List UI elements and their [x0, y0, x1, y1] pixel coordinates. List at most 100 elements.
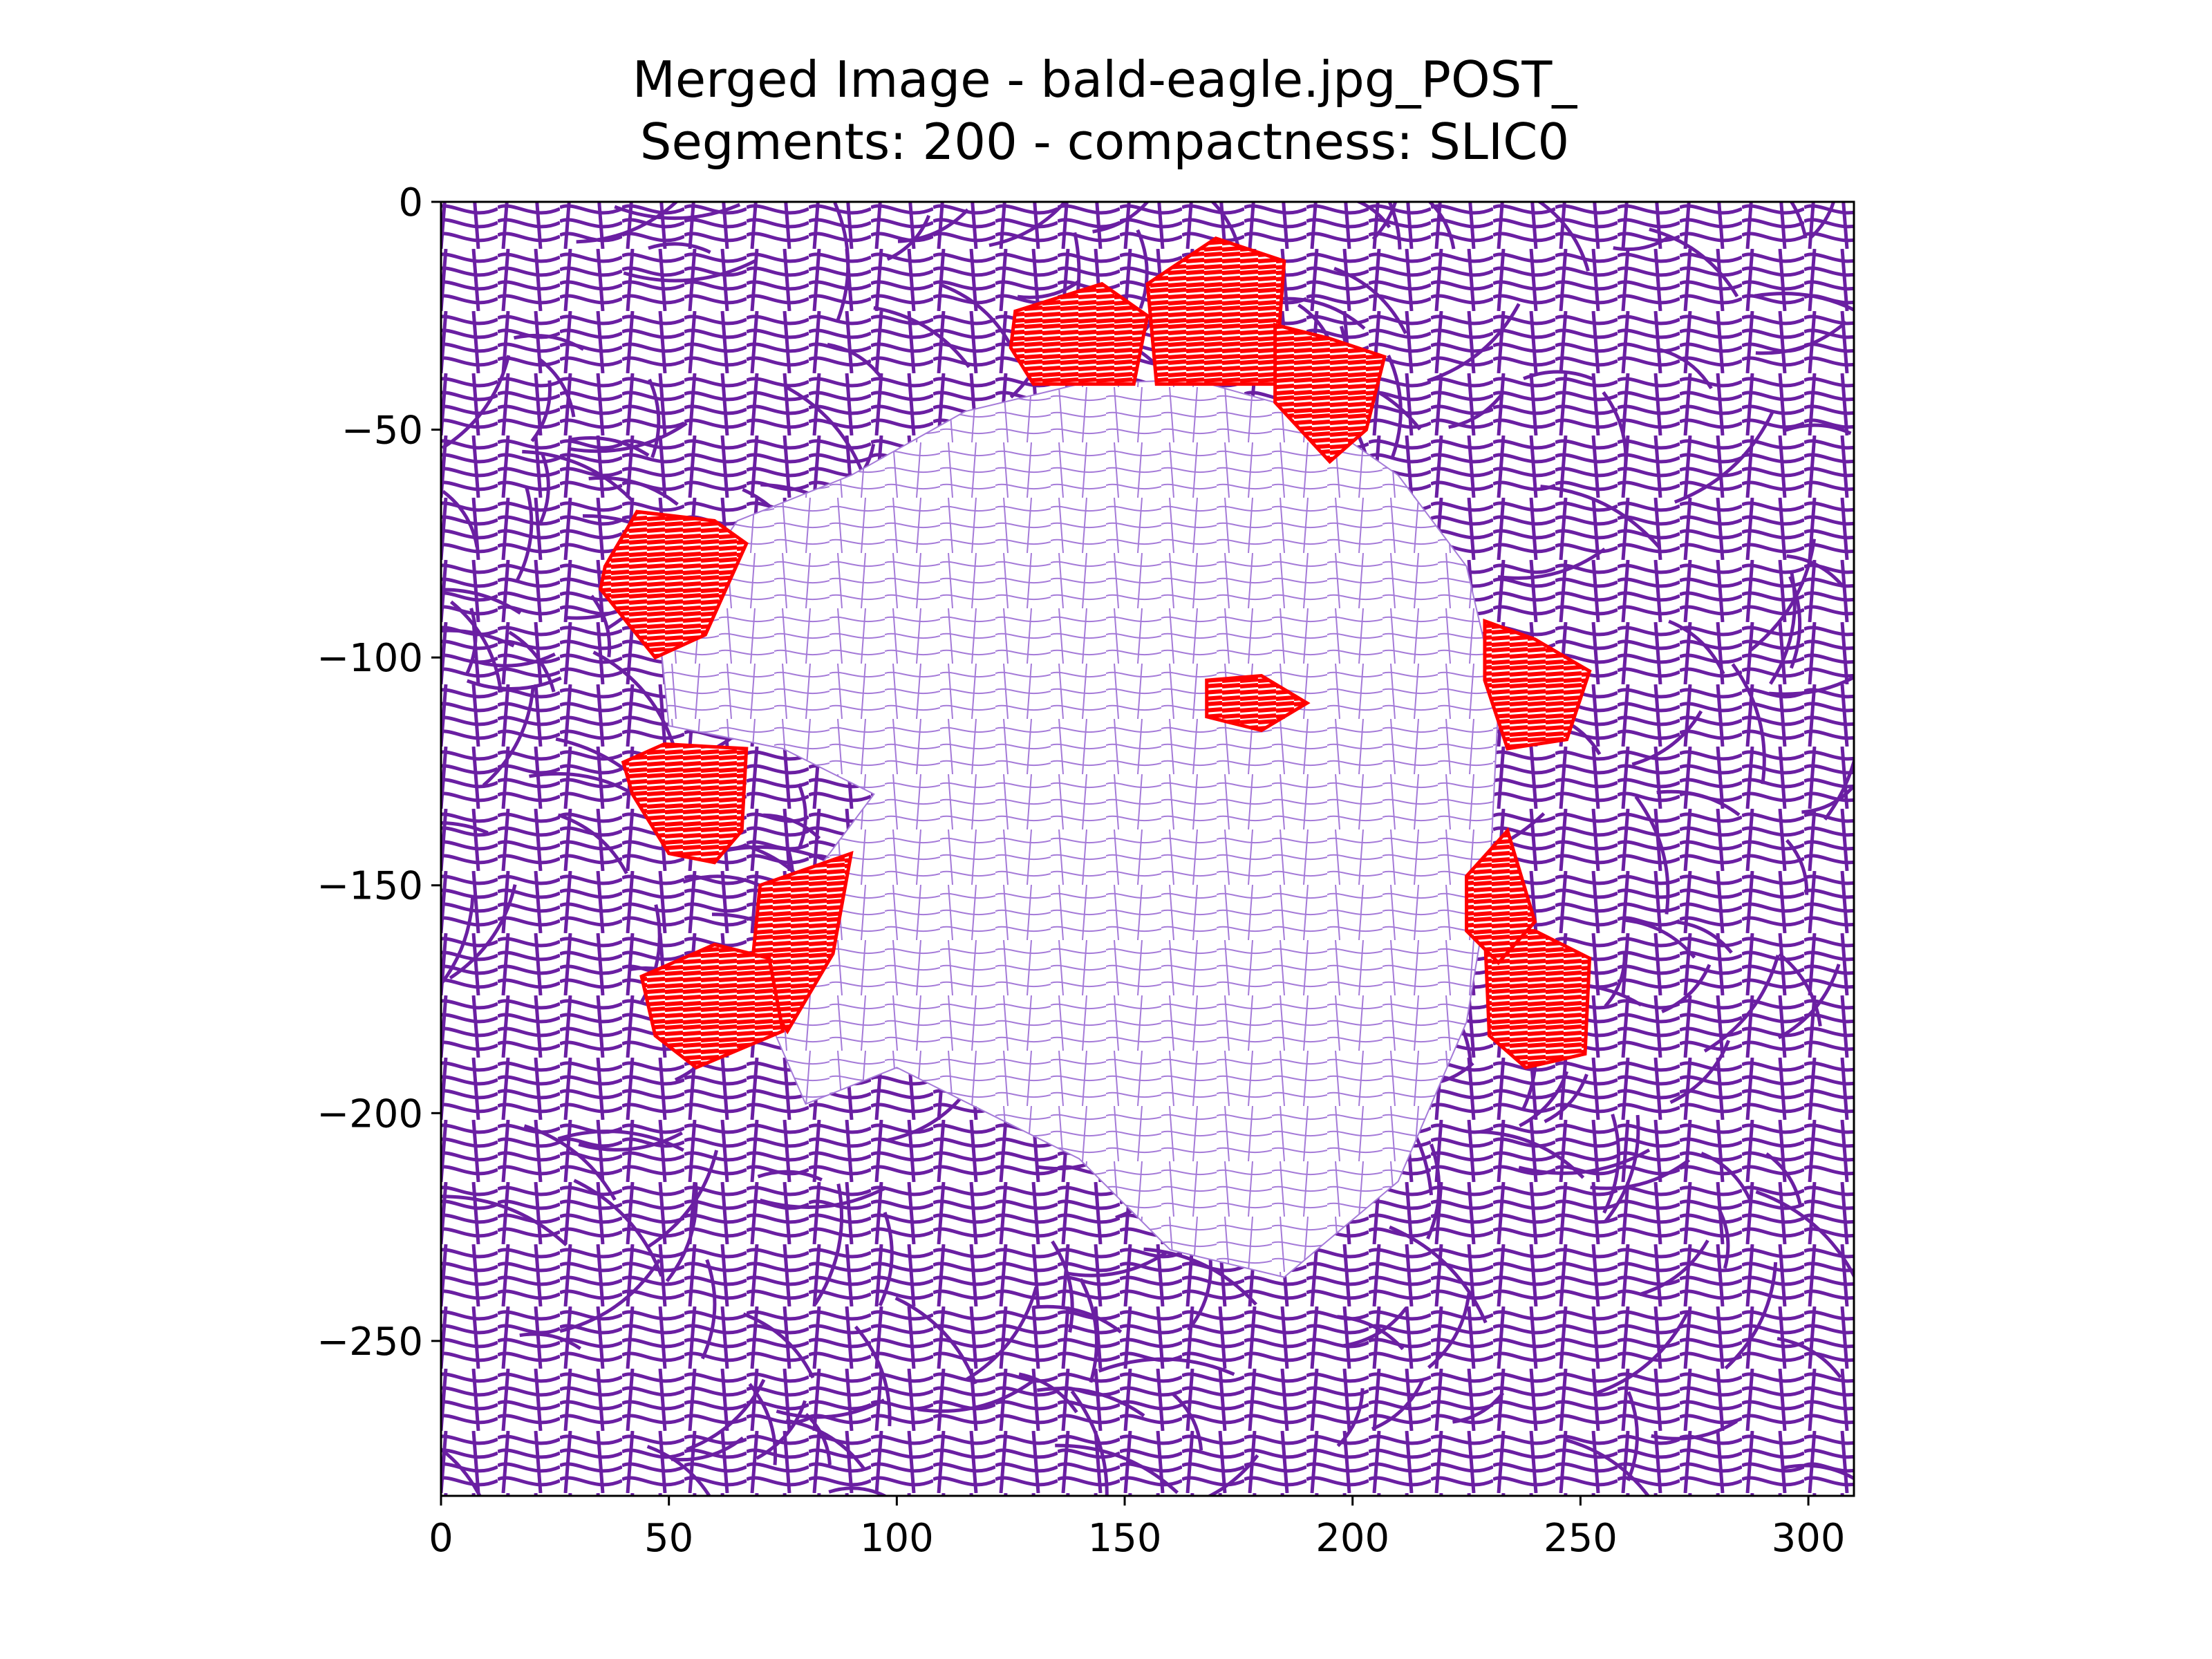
- background-segment-stroke: [1480, 1130, 1585, 1179]
- x-tick-label: 200: [1315, 1516, 1389, 1561]
- background-segment-stroke: [1143, 1247, 1257, 1306]
- x-tick-label: 50: [644, 1516, 693, 1561]
- background-segment-stroke: [988, 202, 1067, 247]
- background-segment-stroke: [441, 894, 475, 987]
- background-segment-stroke: [466, 676, 562, 691]
- background-segment-stroke: [1627, 1391, 1639, 1481]
- background-segment-stroke: [482, 685, 535, 787]
- background-segment-stroke: [1785, 838, 1809, 895]
- merged-segment: [1273, 322, 1387, 465]
- background-segment-stroke: [757, 1170, 823, 1182]
- y-tick-label: −250: [317, 1320, 423, 1365]
- background-segment-stroke: [1786, 554, 1845, 588]
- x-tick-label: 150: [1088, 1516, 1162, 1561]
- background-segment-stroke: [576, 202, 679, 244]
- background-segment-stroke: [519, 1332, 582, 1351]
- background-segment-stroke: [1700, 1152, 1752, 1201]
- background-segment-stroke: [682, 874, 765, 890]
- background-segment-stroke: [513, 333, 585, 351]
- background-segment-stroke: [1497, 547, 1606, 580]
- background-segment-stroke: [1518, 1148, 1651, 1175]
- background-segment-stroke: [1824, 754, 1854, 821]
- background-segment-stroke: [530, 380, 552, 442]
- background-segment-stroke: [1055, 1443, 1179, 1494]
- merged-segment: [599, 509, 749, 660]
- background-segment-stroke: [1065, 1250, 1168, 1277]
- background-segment-stroke: [538, 454, 550, 524]
- background-segment-stroke: [1017, 279, 1080, 299]
- background-segment-stroke: [557, 1130, 684, 1152]
- background-segment-stroke: [1172, 1393, 1203, 1451]
- background-segment-stroke: [854, 1325, 892, 1427]
- merged-segment: [1483, 618, 1592, 751]
- background-segment-stroke: [797, 783, 807, 848]
- background-segment-stroke: [647, 1150, 719, 1248]
- background-segment-stroke: [886, 214, 931, 261]
- background-segment-stroke: [1333, 266, 1407, 335]
- background-segment-stroke: [441, 1194, 568, 1246]
- y-tick-label: 0: [398, 180, 423, 225]
- background-segment-stroke: [590, 594, 612, 657]
- background-segment-stroke: [1624, 918, 1696, 959]
- background-segment-stroke: [1676, 920, 1733, 954]
- plot-frame: [440, 200, 1855, 1497]
- background-segment-stroke: [557, 813, 628, 874]
- y-tick-label: −150: [317, 864, 423, 909]
- background-segment-stroke: [785, 385, 868, 485]
- background-segment-stroke: [578, 1131, 683, 1152]
- background-segment-stroke: [522, 449, 635, 503]
- background-segment-stroke: [441, 588, 522, 615]
- background-segment-stroke: [878, 1211, 894, 1306]
- background-segment-stroke: [1789, 202, 1808, 239]
- background-segment-stroke: [1651, 1419, 1738, 1441]
- background-segment-stroke: [1564, 1438, 1651, 1496]
- background-segment-stroke: [1136, 229, 1149, 310]
- background-segment-stroke: [1427, 303, 1521, 383]
- background-segment-stroke: [1427, 1293, 1471, 1369]
- background-segment-stroke: [1389, 1225, 1488, 1324]
- background-segment-stroke: [648, 378, 661, 458]
- background-segment-stroke: [1036, 1387, 1145, 1418]
- background-segment-stroke: [700, 1259, 717, 1360]
- background-segment-stroke: [742, 1312, 815, 1379]
- background-segment-stroke: [592, 650, 675, 744]
- background-segment-stroke: [1783, 1463, 1854, 1481]
- background-segment-stroke: [1613, 234, 1671, 252]
- merged-segment: [1145, 236, 1286, 386]
- background-segment-stroke: [1523, 370, 1593, 381]
- merged-segment: [621, 742, 749, 865]
- background-segment-stroke: [1448, 390, 1506, 429]
- x-tick-label: 0: [429, 1516, 453, 1561]
- background-segment-stroke: [1784, 423, 1852, 435]
- merged-segment: [1009, 281, 1150, 386]
- background-segment-stroke: [441, 1447, 482, 1496]
- background-segment-stroke: [1631, 710, 1703, 767]
- background-segment-stroke: [1765, 1152, 1803, 1208]
- chart-title-line-2: Segments: 200 - compactness: SLIC0: [640, 113, 1569, 171]
- background-segment-stroke: [759, 1185, 887, 1209]
- background-segment-stroke: [1674, 411, 1774, 504]
- background-segment-stroke: [1777, 1336, 1842, 1379]
- background-segment-stroke: [1754, 292, 1854, 312]
- background-segment-stroke: [671, 1436, 744, 1462]
- background-segment-stroke: [1079, 1277, 1098, 1383]
- background-segment-stroke: [1051, 1240, 1074, 1333]
- background-segment-stroke: [1703, 955, 1780, 1053]
- background-segment-stroke: [873, 306, 971, 368]
- background-segment-stroke: [1427, 202, 1456, 250]
- y-axis: 0 −50 −100 −150 −200 −250: [317, 180, 441, 1365]
- merged-segment: [639, 942, 785, 1070]
- background-segment-stroke: [449, 884, 517, 980]
- background-segment-stroke: [1777, 964, 1841, 1040]
- background-segment-stroke: [573, 1179, 664, 1277]
- plot-area: [441, 202, 1854, 1496]
- background-segment-stroke: [1280, 297, 1366, 330]
- background-segment-stroke: [1336, 1388, 1365, 1447]
- background-segment-stroke: [646, 1445, 711, 1496]
- background-segment-stroke: [1656, 789, 1741, 816]
- background-segment-stroke: [1810, 202, 1836, 239]
- background-segment-stroke: [833, 202, 850, 322]
- background-segment-stroke: [1371, 1379, 1425, 1431]
- background-segment-stroke: [827, 342, 884, 381]
